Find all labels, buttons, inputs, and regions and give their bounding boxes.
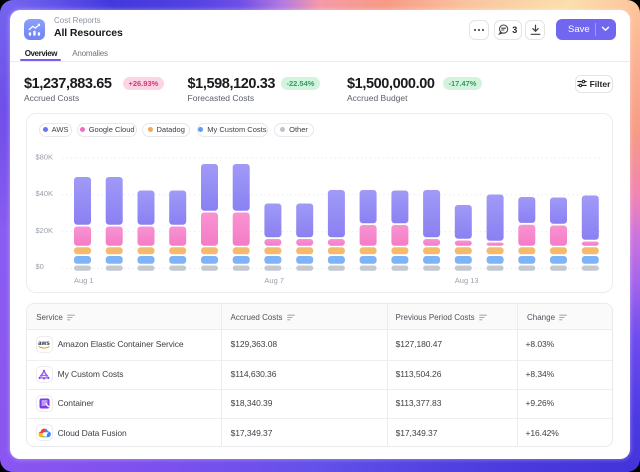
svg-text:$0: $0 <box>36 262 44 271</box>
svg-text:Aug 13: Aug 13 <box>455 276 479 285</box>
svg-text:Aug 7: Aug 7 <box>264 276 284 285</box>
svg-text:$20K: $20K <box>36 226 54 235</box>
svg-text:$40K: $40K <box>36 189 54 198</box>
svg-text:$80K: $80K <box>36 152 54 161</box>
svg-text:aws: aws <box>38 340 50 347</box>
svg-text:Aug 1: Aug 1 <box>74 276 94 285</box>
